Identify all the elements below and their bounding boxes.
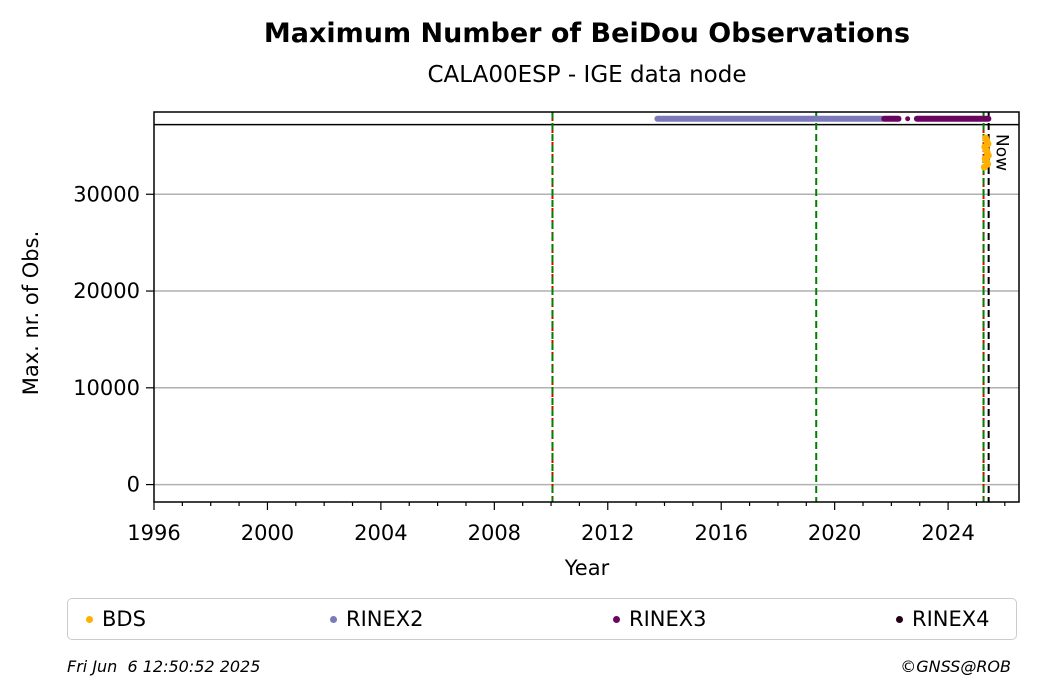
series-layer — [654, 115, 992, 171]
legend-item-rinex4: RINEX4 — [896, 599, 990, 639]
legend: BDS RINEX2 RINEX3 RINEX4 — [67, 598, 1017, 640]
grid-layer — [154, 123, 1019, 486]
x-tick-label-1996: 1996 — [127, 521, 180, 545]
x-tick-label-2012: 2012 — [581, 521, 634, 545]
x-tick-label-2024: 2024 — [921, 521, 974, 545]
x-tick-label-2000: 2000 — [241, 521, 294, 545]
legend-label-rinex2: RINEX2 — [346, 607, 424, 631]
legend-marker-rinex4 — [896, 615, 903, 623]
point-bds — [984, 152, 992, 160]
axes: 1996 2000 2004 2008 2012 2016 2020 2024 0 10000 20… — [73, 111, 1020, 545]
x-tick-label-2016: 2016 — [694, 521, 747, 545]
x-axis-label: Year — [564, 556, 610, 580]
legend-label-rinex4: RINEX4 — [912, 607, 990, 631]
legend-marker-rinex2 — [330, 615, 337, 623]
y-axis-label: Max. nr. of Obs. — [19, 231, 43, 396]
legend-label-rinex3: RINEX3 — [629, 607, 707, 631]
y-tick-label-0: 0 — [127, 473, 140, 497]
point-rinex3 — [905, 116, 911, 122]
x-tick-label-2008: 2008 — [468, 521, 521, 545]
chart-title: Maximum Number of BeiDou Observations — [264, 18, 910, 49]
vertical-lines: Now — [551, 112, 1012, 502]
legend-marker-rinex3 — [613, 615, 620, 623]
y-tick-label-20000: 20000 — [73, 279, 140, 303]
point-bds — [984, 160, 992, 168]
legend-marker-bds — [86, 615, 93, 623]
footer-timestamp: Fri Jun 6 12:50:52 2025 — [67, 657, 261, 676]
point-bds — [984, 140, 992, 148]
legend-item-rinex3: RINEX3 — [613, 599, 707, 639]
x-tick-label-2020: 2020 — [808, 521, 861, 545]
x-tick-label-2004: 2004 — [354, 521, 407, 545]
y-tick-label-30000: 30000 — [73, 182, 140, 206]
now-label: Now — [992, 134, 1012, 171]
legend-label-bds: BDS — [102, 607, 146, 631]
footer-credit: ©GNSS@ROB — [900, 657, 1011, 676]
chart-subtitle: CALA00ESP - IGE data node — [427, 62, 746, 88]
plot-frame — [153, 111, 1020, 503]
y-tick-label-10000: 10000 — [73, 376, 140, 400]
legend-item-rinex2: RINEX2 — [330, 599, 424, 639]
legend-item-bds: BDS — [86, 599, 146, 639]
